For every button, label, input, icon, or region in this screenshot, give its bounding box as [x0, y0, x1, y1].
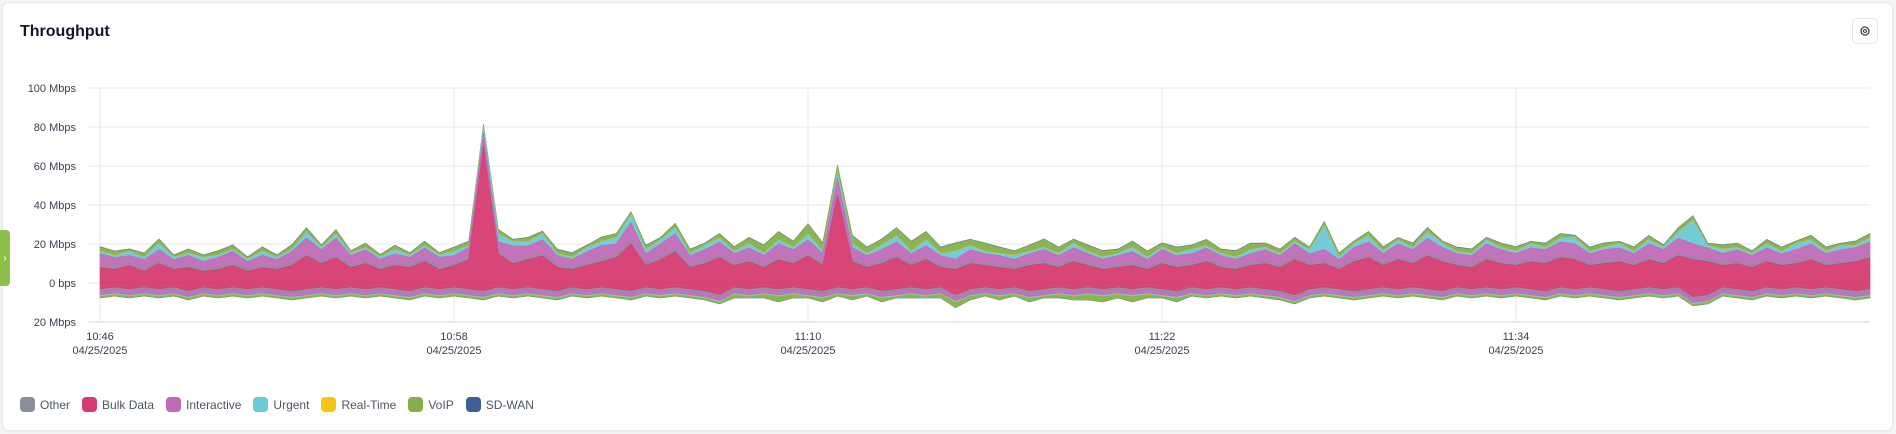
- x-tick-date: 04/25/2025: [780, 345, 835, 357]
- legend-swatch: [20, 397, 35, 412]
- legend-label: Urgent: [273, 397, 310, 412]
- y-tick-label: 0 bps: [49, 278, 76, 290]
- x-tick-date: 04/25/2025: [1134, 345, 1189, 357]
- legend-label: Bulk Data: [102, 397, 155, 412]
- legend-swatch: [82, 397, 98, 412]
- legend-swatch: [166, 397, 182, 412]
- area-upload-voip: [99, 124, 1871, 260]
- x-tick-time: 10:46: [86, 331, 114, 343]
- legend-label: VoIP: [428, 397, 454, 412]
- legend-item-urgent[interactable]: Urgent: [253, 397, 309, 412]
- area-upload-sd-wan: [99, 124, 1871, 258]
- throughput-chart: 100 Mbps 80 Mbps 60 Mbps 40 Mbps 20 Mbps 0 bp…: [28, 83, 1871, 357]
- y-tick-label: 60 Mbps: [34, 161, 77, 173]
- legend-swatch: [465, 397, 481, 412]
- legend-label: SD-WAN: [485, 397, 534, 412]
- x-tick-time: 11:34: [1503, 331, 1530, 343]
- x-tick-time: 10:58: [440, 331, 468, 343]
- legend-item-sd-wan[interactable]: SD-WAN: [465, 397, 534, 412]
- legend-item-other[interactable]: Other: [20, 397, 70, 412]
- y-tick-label: 20 Mbps: [34, 317, 77, 329]
- area-upload-urgent: [99, 126, 1871, 262]
- y-tick-label: 40 Mbps: [34, 200, 77, 212]
- legend-item-interactive[interactable]: Interactive: [166, 397, 241, 412]
- legend-swatch: [321, 397, 337, 412]
- legend-item-bulk-data[interactable]: Bulk Data: [82, 397, 154, 412]
- settings-button[interactable]: [1852, 18, 1878, 44]
- card-title: Throughput: [20, 23, 110, 40]
- sidebar-toggle-button[interactable]: ›: [0, 230, 10, 286]
- legend-swatch: [408, 397, 424, 412]
- area-upload-real-time: [99, 126, 1871, 260]
- legend-item-voip[interactable]: VoIP: [408, 397, 454, 412]
- x-tick-date: 04/25/2025: [1488, 345, 1543, 357]
- area-download-bulk-data: [99, 282, 1871, 297]
- legend-label: Interactive: [186, 397, 242, 412]
- x-tick-date: 04/25/2025: [426, 345, 481, 357]
- gear-icon: [1860, 26, 1870, 36]
- y-tick-label: 20 Mbps: [34, 239, 77, 251]
- x-tick-time: 11:22: [1149, 331, 1176, 343]
- chevron-right-icon: ›: [3, 252, 7, 264]
- chart-legend: Other Bulk Data Interactive Urgent Real-Time…: [20, 397, 534, 412]
- x-tick-date: 04/25/2025: [72, 345, 127, 357]
- y-tick-label: 80 Mbps: [34, 122, 77, 134]
- legend-swatch: [253, 397, 269, 412]
- y-tick-label: 100 Mbps: [28, 83, 77, 95]
- legend-item-real-time[interactable]: Real-Time: [321, 397, 396, 412]
- legend-label: Real-Time: [341, 397, 397, 412]
- x-tick-time: 11:10: [795, 331, 822, 343]
- throughput-card: Throughput: [3, 3, 1892, 430]
- legend-label: Other: [40, 397, 71, 412]
